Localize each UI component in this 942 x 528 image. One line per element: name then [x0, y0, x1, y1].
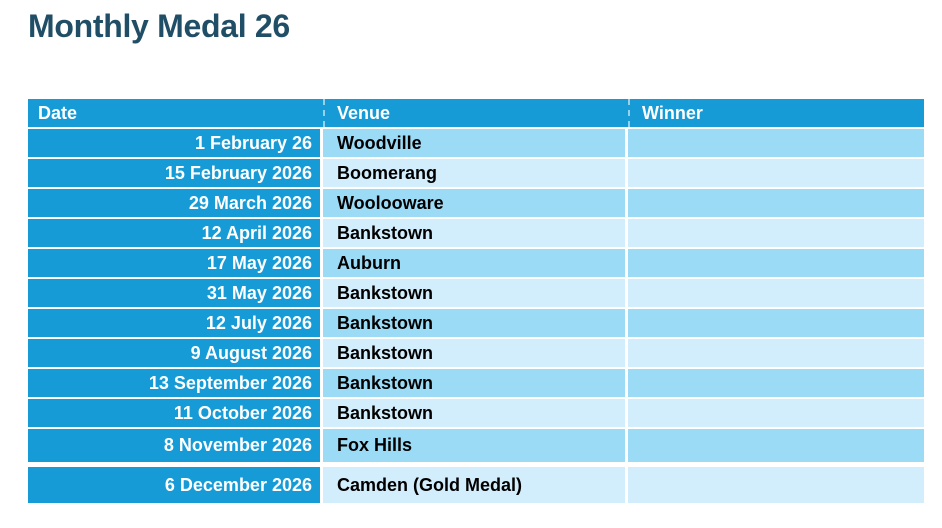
date-cell: 9 August 2026	[28, 339, 320, 367]
venue-cell: Bankstown	[323, 309, 625, 337]
venue-cell: Boomerang	[323, 159, 625, 187]
winner-cell	[628, 429, 924, 462]
venue-cell: Camden (Gold Medal)	[323, 467, 625, 503]
table-row: 1 February 26 Woodville	[28, 129, 924, 157]
date-cell: 17 May 2026	[28, 249, 320, 277]
venue-cell: Auburn	[323, 249, 625, 277]
venue-cell: Bankstown	[323, 369, 625, 397]
venue-cell: Bankstown	[323, 339, 625, 367]
table-row: 12 July 2026 Bankstown	[28, 309, 924, 337]
table-row: 29 March 2026 Woolooware	[28, 189, 924, 217]
venue-cell: Bankstown	[323, 219, 625, 247]
date-cell: 8 November 2026	[28, 429, 320, 462]
column-header-venue: Venue	[323, 99, 628, 127]
winner-cell	[628, 467, 924, 503]
table-row: 15 February 2026 Boomerang	[28, 159, 924, 187]
winner-cell	[628, 279, 924, 307]
venue-cell: Fox Hills	[323, 429, 625, 462]
winner-cell	[628, 129, 924, 157]
table-row: 31 May 2026 Bankstown	[28, 279, 924, 307]
winner-cell	[628, 309, 924, 337]
venue-cell: Woodville	[323, 129, 625, 157]
date-cell: 11 October 2026	[28, 399, 320, 427]
winner-cell	[628, 189, 924, 217]
page-title: Monthly Medal 26	[28, 8, 290, 44]
date-cell: 12 April 2026	[28, 219, 320, 247]
table-row: 13 September 2026 Bankstown	[28, 369, 924, 397]
date-cell: 6 December 2026	[28, 467, 320, 503]
table-row: 9 August 2026 Bankstown	[28, 339, 924, 367]
winner-cell	[628, 339, 924, 367]
venue-cell: Bankstown	[323, 399, 625, 427]
table-row: 8 November 2026 Fox Hills	[28, 429, 924, 462]
date-cell: 13 September 2026	[28, 369, 320, 397]
venue-cell: Woolooware	[323, 189, 625, 217]
winner-cell	[628, 399, 924, 427]
table-row: 11 October 2026 Bankstown	[28, 399, 924, 427]
date-cell: 1 February 26	[28, 129, 320, 157]
table-row: 6 December 2026 Camden (Gold Medal)	[28, 467, 924, 503]
date-cell: 15 February 2026	[28, 159, 320, 187]
column-header-date: Date	[28, 99, 323, 127]
winner-cell	[628, 249, 924, 277]
winner-cell	[628, 219, 924, 247]
table-row: 12 April 2026 Bankstown	[28, 219, 924, 247]
table-header-row: Date Venue Winner	[28, 99, 924, 127]
table-row: 17 May 2026 Auburn	[28, 249, 924, 277]
winner-cell	[628, 369, 924, 397]
venue-cell: Bankstown	[323, 279, 625, 307]
monthly-medal-table: Date Venue Winner 1 February 26 Woodvill…	[28, 99, 924, 505]
date-cell: 29 March 2026	[28, 189, 320, 217]
date-cell: 12 July 2026	[28, 309, 320, 337]
column-header-winner: Winner	[628, 99, 924, 127]
winner-cell	[628, 159, 924, 187]
date-cell: 31 May 2026	[28, 279, 320, 307]
